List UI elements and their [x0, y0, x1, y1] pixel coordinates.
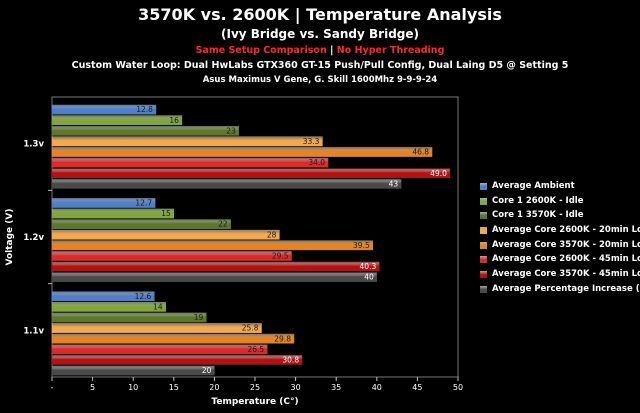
x-tick-label: 15	[169, 383, 179, 392]
comparison-note: Same Setup Comparison | No Hyper Threadi…	[0, 45, 640, 56]
bar-13v-series-2	[51, 125, 240, 136]
bar-value-label: 19	[194, 313, 204, 322]
bar-value-label: 33.3	[303, 137, 320, 146]
legend-label: Core 1 3570K - Idle	[492, 210, 584, 221]
bar-value-label: 43	[389, 179, 399, 188]
bar-13v-series-4	[51, 147, 433, 157]
comparison-note-left: Same Setup Comparison	[195, 45, 327, 56]
x-tick-label: 20	[209, 383, 219, 392]
x-tick-label: 30	[291, 383, 301, 392]
x-tick-label: 35	[331, 383, 341, 392]
chart-title: 3570K vs. 2600K | Temperature Analysis	[138, 5, 502, 24]
bar-value-label: 12.7	[135, 199, 152, 208]
x-tick-label: 45	[412, 383, 422, 392]
bar-12v-series-3	[51, 229, 280, 240]
bar-11v-series-3	[51, 323, 262, 333]
x-tick-label: 50	[453, 383, 463, 392]
x-tick-label: -	[51, 383, 54, 392]
legend-item: Average Core 2600K - 45min Load	[480, 253, 640, 268]
category-label: 1.2v	[23, 233, 44, 243]
legend-label: Average Core 3570K - 45min Load	[492, 269, 640, 280]
bar-13v-series-3	[51, 136, 323, 147]
bar-value-label: 12.8	[136, 105, 153, 114]
chart-legend: Average Ambient Core 1 2600K - Idle Core 1…	[480, 180, 640, 298]
bar-12v-series-5	[51, 251, 292, 261]
bar-13v-series-1	[51, 115, 183, 126]
bar-12v-series-7	[51, 272, 378, 282]
legend-item: Average Core 3570K - 20min Load	[480, 239, 640, 254]
bar-value-label: 14	[153, 302, 163, 311]
bar-11v-series-5	[51, 344, 268, 355]
bar-11v-series-0	[51, 291, 155, 302]
bar-13v-series-7	[51, 178, 402, 189]
bar-value-label: 49.0	[430, 169, 447, 178]
bar-value-label: 29.5	[272, 252, 289, 261]
legend-item: Average Percentage Increase (%)	[480, 283, 640, 298]
legend-swatch	[480, 256, 487, 264]
bar-value-label: 46.8	[412, 148, 429, 157]
bar-11v-series-2	[51, 312, 207, 323]
legend-item: Average Core 2600K - 20min Load	[480, 224, 640, 239]
legend-swatch	[480, 212, 487, 220]
hardware-line: Asus Maximus V Gene, G. Skill 1600Mhz 9-…	[202, 75, 438, 85]
legend-label: Average Ambient	[492, 181, 575, 191]
bar-12v-series-1	[51, 208, 175, 219]
bar-value-label: 39.5	[353, 241, 370, 250]
legend-label: Average Core 2600K - 20min Load	[492, 225, 640, 236]
legend-swatch	[480, 227, 487, 235]
legend-item: Core 1 2600K - Idle	[480, 195, 640, 210]
bar-value-label: 26.5	[247, 345, 264, 354]
bar-13v-series-6	[51, 168, 451, 179]
bar-12v-series-0	[51, 198, 156, 208]
x-tick-label: 10	[128, 383, 138, 392]
bar-11v-series-1	[51, 302, 166, 312]
bar-11v-series-7	[51, 365, 215, 376]
setup-line: Custom Water Loop: Dual HwLabs GTX360 GT…	[71, 60, 569, 71]
comparison-note-separator: |	[326, 45, 337, 56]
bar-13v-series-0	[51, 104, 157, 115]
bar-13v-series-5	[51, 157, 329, 168]
x-tick-label: 40	[372, 383, 382, 392]
legend-label: Average Core 3570K - 20min Load	[492, 239, 640, 250]
bar-value-label: 23	[226, 126, 236, 135]
legend-swatch	[480, 197, 487, 205]
legend-swatch	[480, 271, 487, 279]
legend-swatch	[480, 183, 487, 190]
bar-value-label: 30.8	[282, 355, 299, 364]
legend-swatch	[480, 241, 487, 249]
comparison-note-right: No Hyper Threading	[336, 45, 445, 56]
bar-11v-series-4	[51, 333, 295, 344]
chart-subtitle: (Ivy Bridge vs. Sandy Bridge)	[221, 27, 419, 41]
category-label: 1.1v	[23, 326, 44, 336]
bar-value-label: 34.0	[308, 158, 325, 167]
bar-value-label: 16	[169, 116, 179, 125]
legend-item: Core 1 3570K - Idle	[480, 209, 640, 224]
bar-12v-series-6	[51, 261, 380, 272]
bar-value-label: 22	[218, 220, 228, 229]
legend-label: Average Core 2600K - 45min Load	[492, 254, 640, 265]
legend-label: Core 1 2600K - Idle	[492, 195, 584, 206]
category-label: 1.3v	[23, 140, 44, 150]
bar-11v-series-6	[51, 355, 303, 365]
bar-value-label: 15	[161, 209, 171, 218]
bar-value-label: 40.3	[360, 262, 377, 271]
legend-item: Average Core 3570K - 45min Load	[480, 268, 640, 283]
x-tick-label: 5	[90, 383, 95, 392]
y-axis-title: Voltage (V)	[5, 209, 15, 266]
legend-item: Average Ambient	[480, 180, 640, 195]
bar-value-label: 40	[364, 273, 374, 282]
x-axis-title: Temperature (C°)	[211, 397, 298, 407]
legend-swatch	[480, 285, 487, 293]
bar-value-label: 28	[267, 230, 277, 239]
bar-value-label: 12.6	[135, 292, 152, 301]
bar-value-label: 20	[202, 366, 212, 375]
bar-12v-series-2	[51, 219, 231, 229]
bar-value-label: 29.8	[274, 334, 291, 343]
bar-12v-series-4	[51, 240, 373, 251]
bar-value-label: 25.8	[242, 324, 259, 333]
x-tick-label: 25	[250, 383, 260, 392]
legend-label: Average Percentage Increase (%)	[492, 283, 640, 294]
